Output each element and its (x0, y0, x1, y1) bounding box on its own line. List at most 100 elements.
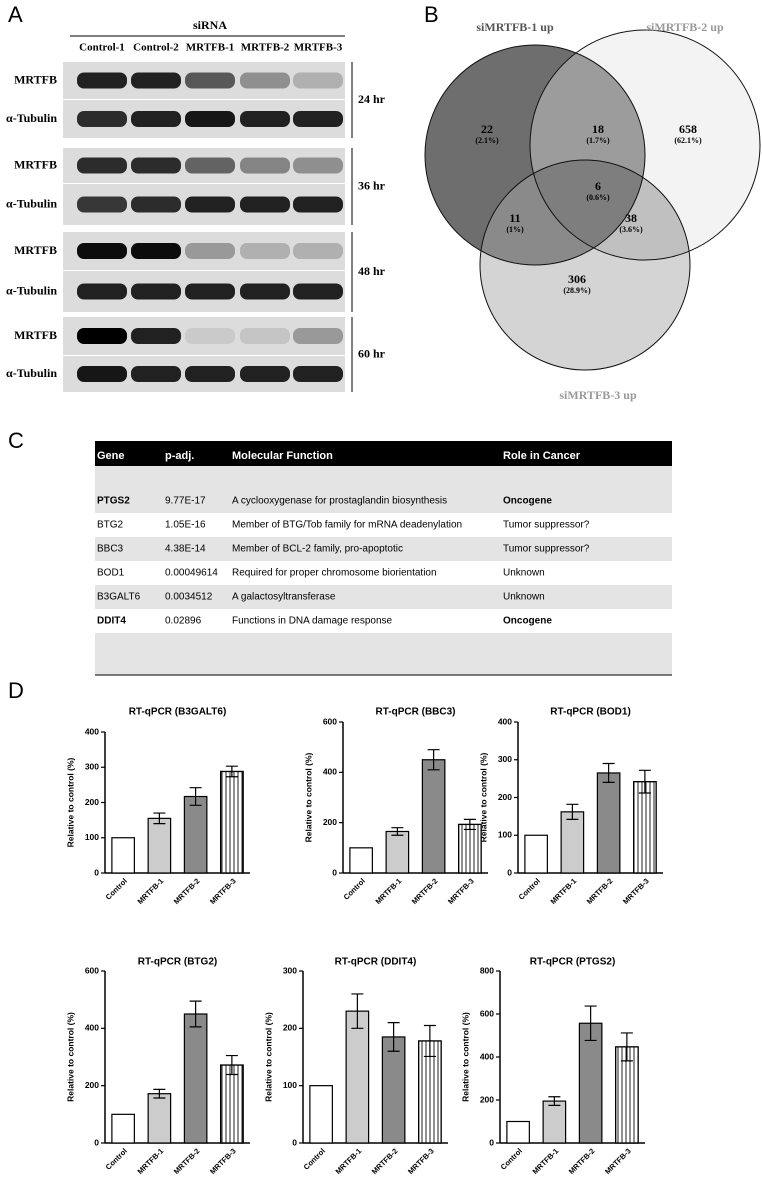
row-label: MRTFB (14, 328, 57, 342)
lane-label: Control-2 (133, 42, 179, 54)
blot-band (131, 328, 181, 344)
y-tick-label: 200 (480, 1094, 494, 1104)
table-cell: Unknown (503, 592, 545, 603)
blot-band (240, 328, 290, 344)
table-cell: Unknown (503, 568, 545, 579)
y-tick-label: 200 (85, 1080, 99, 1090)
bar (421, 759, 446, 874)
y-tick-label: 400 (323, 767, 337, 777)
bar (506, 1120, 530, 1144)
blot-band (293, 283, 343, 300)
venn-set-label: siMRTFB-3 up (559, 388, 637, 402)
y-tick-label: 0 (94, 1137, 99, 1147)
panel-label: C (8, 428, 24, 453)
x-tick-label: MRTFB-2 (567, 1146, 597, 1176)
x-tick-label: MRTFB-2 (410, 876, 440, 906)
lane-label: MRTFB-3 (294, 42, 343, 54)
y-axis-label: Relative to control (%) (478, 752, 488, 842)
y-tick-label: 100 (498, 830, 512, 840)
blot-band (77, 72, 127, 89)
x-tick-label: Control (517, 876, 542, 901)
venn-outline (424, 44, 646, 266)
table-header: Molecular Function (232, 450, 333, 462)
blot-band (77, 196, 127, 213)
bar (345, 1010, 370, 1144)
error-bar (153, 1088, 166, 1099)
table-cell: Member of BTG/Tob family for mRNA deaden… (232, 520, 462, 531)
error-bar (638, 769, 651, 794)
chart-title: RT-qPCR (BTG2) (138, 957, 217, 968)
blot-band (293, 157, 343, 174)
x-tick-label: MRTFB-3 (208, 1146, 238, 1176)
table-cell: Required for proper chromosome biorienta… (232, 568, 437, 579)
y-tick-label: 400 (85, 726, 99, 736)
venn-percent: (62.1%) (674, 136, 702, 145)
bar (183, 1013, 208, 1144)
blot-band (131, 157, 181, 174)
y-axis-label: Relative to control (%) (65, 757, 75, 847)
y-tick-label: 100 (283, 1080, 297, 1090)
venn-percent: (3.6%) (619, 225, 643, 234)
y-tick-label: 300 (498, 754, 512, 764)
y-tick-label: 200 (283, 1023, 297, 1033)
bar (111, 1113, 135, 1144)
table-cell: BTG2 (97, 520, 124, 531)
blot-band (240, 111, 290, 127)
row-label: MRTFB (14, 243, 57, 257)
blot-band (185, 283, 235, 300)
venn-count: 6 (595, 179, 601, 193)
venn-count: 38 (625, 211, 637, 225)
table-header-bg (95, 441, 672, 466)
error-bar (225, 765, 238, 778)
row-label: α-Tubulin (6, 196, 57, 210)
table-row-shade (95, 466, 672, 513)
error-bar (351, 993, 364, 1029)
error-bar (391, 827, 404, 836)
table-row-shade (95, 633, 672, 675)
blot-band (131, 283, 181, 300)
error-bar (153, 812, 166, 825)
bar (349, 847, 373, 874)
table-cell: A galactosyltransferase (232, 592, 336, 603)
time-label: 48 hr (358, 264, 386, 278)
y-axis-label: Relative to control (%) (303, 752, 313, 842)
x-tick-label: MRTFB-1 (136, 876, 166, 906)
y-tick-label: 100 (85, 832, 99, 842)
bar-hatch (220, 1064, 244, 1144)
bar (381, 1036, 406, 1144)
table-cell: 0.0034512 (165, 592, 213, 603)
bar (309, 1085, 333, 1144)
y-tick-label: 0 (94, 867, 99, 877)
blot-band (131, 366, 181, 382)
bar (524, 834, 548, 874)
y-tick-label: 600 (480, 1008, 494, 1018)
x-tick-label: Control (104, 1146, 129, 1171)
bar-hatch (220, 770, 244, 874)
venn-percent: (2.1%) (475, 136, 499, 145)
venn-count: 22 (481, 122, 493, 136)
blot-band (240, 283, 290, 300)
blot-band (185, 72, 235, 89)
row-label: MRTFB (14, 72, 57, 86)
table-cell: 9.77E-17 (165, 496, 206, 507)
lane-label: MRTFB-2 (241, 42, 290, 54)
error-bar (602, 762, 615, 783)
table-cell: Tumor suppressor? (503, 544, 590, 555)
table-cell: PTGS2 (97, 496, 130, 507)
y-tick-label: 800 (480, 965, 494, 975)
x-tick-label: Control (499, 1146, 524, 1171)
blot-band (185, 111, 235, 127)
y-tick-label: 0 (332, 867, 337, 877)
y-axis-label: Relative to control (%) (263, 1012, 273, 1102)
blot-band (240, 72, 290, 89)
row-label: MRTFB (14, 157, 57, 171)
table-row-shade (95, 585, 672, 609)
chart-title: RT-qPCR (BOD1) (550, 707, 631, 718)
panel-label: B (424, 2, 439, 27)
time-label: 36 hr (358, 178, 386, 192)
x-tick-label: MRTFB-3 (406, 1146, 436, 1176)
blot-band (131, 243, 181, 259)
bar (578, 1022, 603, 1144)
table-cell: Functions in DNA damage response (232, 616, 393, 627)
x-tick-label: MRTFB-1 (136, 1146, 166, 1176)
